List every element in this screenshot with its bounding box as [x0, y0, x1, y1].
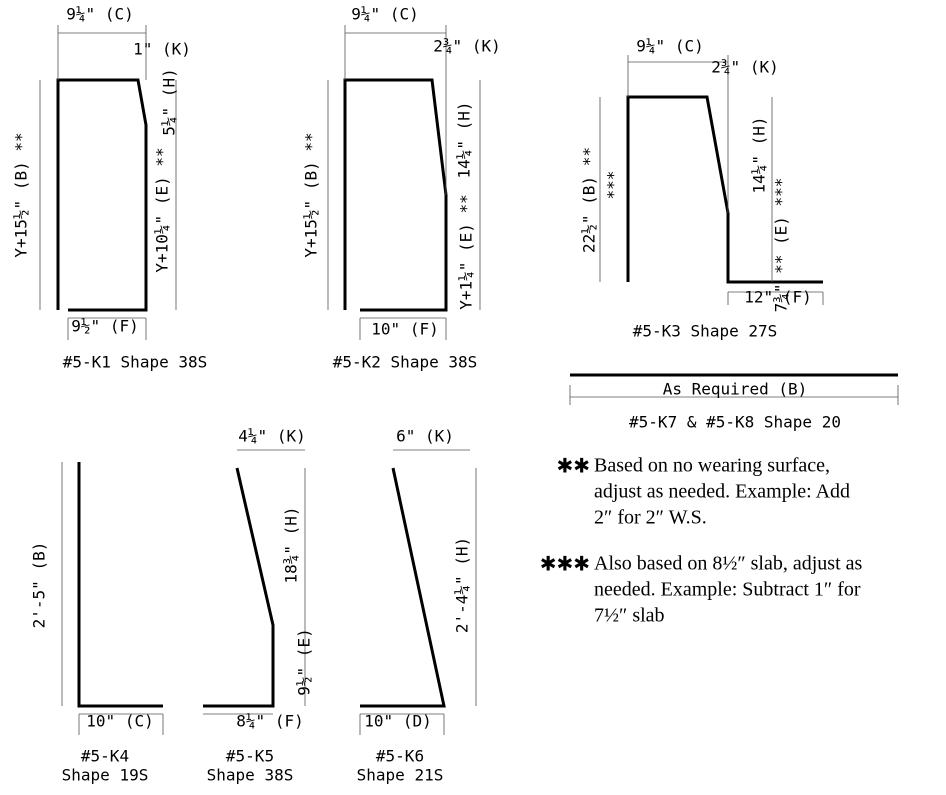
dims-k1: [39, 25, 177, 340]
dim-label: 10" (F): [371, 320, 438, 339]
dims-k7: [569, 385, 899, 405]
shape-name: #5-K2 Shape 38S: [333, 353, 478, 372]
dim-label: Y+15½" (B) **: [12, 132, 31, 257]
notes: ✱✱ Based on no wearing surface, adjust a…: [540, 454, 863, 627]
dims-k5: [203, 449, 306, 715]
shape-name: #5-K7 & #5-K8 Shape 20: [629, 413, 841, 432]
dim-label: 9¼" (C): [636, 37, 703, 56]
dim-label: 22½" (B) **: [580, 147, 599, 253]
note-line: Also based on 8½″ slab, adjust as: [594, 553, 863, 575]
dim-label: 1" (K): [133, 40, 191, 59]
dimension-lines: [39, 25, 899, 735]
note-line: needed. Example: Subtract 1″ for: [594, 579, 861, 601]
dim-label: 10" (D): [364, 712, 431, 731]
dim-label: 2¾" (K): [711, 58, 778, 77]
shape-name: #5-K5: [226, 747, 274, 766]
shape-name: #5-K3 Shape 27S: [633, 322, 778, 341]
dim-label: 18¾" (H): [282, 506, 301, 583]
dims-k2: [327, 25, 481, 340]
bar-k4: [77, 462, 163, 708]
dim-label: 7¾" ** (E) ***: [772, 178, 791, 313]
dim-label: 9½" (F): [71, 317, 138, 336]
bar-k6: [360, 467, 446, 708]
bar-k2: [343, 78, 448, 312]
dim-label: 6" (K): [396, 427, 454, 446]
dim-label: 12" (F): [744, 288, 811, 307]
dim-label: As Required (B): [663, 380, 808, 399]
note-line: adjust as needed. Example: Add: [594, 481, 850, 503]
bars: [56, 78, 898, 708]
dim-label: 2¾" (K): [433, 37, 500, 56]
shape-name: Shape 38S: [207, 766, 294, 785]
dim-label: 9½" (E): [295, 628, 314, 695]
dims-k4: [61, 462, 164, 735]
note-line: Based on no wearing surface,: [594, 455, 830, 477]
shape-name: Shape 19S: [62, 766, 149, 785]
dim-label: Y+15½" (B) **: [302, 132, 321, 257]
labels: 9¼" (C) 1" (K) 5¼" (H) Y+15½" (B) ** Y+1…: [12, 5, 841, 785]
dim-label: 2'-5" (B): [30, 542, 49, 629]
dims-k3: [599, 55, 824, 305]
note-line: 2″ for 2″ W.S.: [594, 507, 707, 529]
bar-k3: [626, 95, 823, 284]
dim-label: 14¼" (H): [750, 116, 769, 193]
dim-label: 9¼" (C): [351, 5, 418, 24]
dim-label: 14¼" (H): [455, 101, 474, 178]
dim-label: 4¼" (K): [238, 427, 305, 446]
dims-k6: [359, 449, 477, 735]
dim-label: 2'-4¼" (H): [453, 537, 472, 633]
bar-k5: [203, 467, 275, 708]
dim-label: Y+1¼" (E) **: [457, 194, 476, 310]
shape-name: #5-K1 Shape 38S: [63, 353, 208, 372]
shape-name: #5-K4: [81, 747, 129, 766]
note-marker: ✱✱✱: [540, 552, 590, 576]
note-line: 7½″ slab: [594, 605, 665, 627]
dim-label: ***: [604, 171, 623, 200]
bar-k1: [56, 78, 148, 312]
shape-name: Shape 21S: [357, 766, 444, 785]
dim-label: 10" (C): [86, 712, 153, 731]
dim-label: Y+10¼" (E) **: [153, 147, 172, 272]
dim-label: 5¼" (H): [160, 68, 179, 135]
dim-label: 9¼" (C): [66, 5, 133, 24]
note-marker: ✱✱: [556, 454, 590, 478]
shape-name: #5-K6: [376, 747, 424, 766]
dim-label: 8¼" (F): [236, 712, 303, 731]
